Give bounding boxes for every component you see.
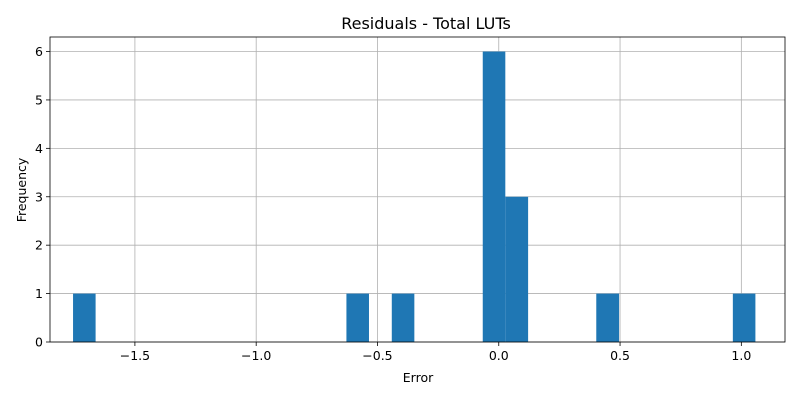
y-tick-label: 2 [35,238,43,253]
bars [73,51,756,343]
grid-lines [50,37,785,343]
histogram-bar [73,293,96,342]
histogram-bar [391,293,415,342]
x-tick-label: −0.5 [362,348,392,363]
plot-frame [49,36,786,343]
x-tick-label: −1.0 [241,348,271,363]
chart-title: Residuals - Total LUTs [341,14,511,33]
y-axis-label: Frequency [14,157,29,222]
histogram-bar [505,196,529,342]
histogram-bar [346,293,369,342]
histogram-bar [596,293,620,342]
x-axis-ticks: −1.5 −1.0 −0.5 0.0 0.5 1.0 [120,342,751,363]
y-tick-label: 4 [35,141,43,156]
x-tick-label: 0.5 [610,348,630,363]
x-tick-label: 0.0 [489,348,509,363]
x-tick-label: 1.0 [731,348,751,363]
x-axis-label: Error [403,370,434,385]
histogram-bar [482,51,506,343]
y-tick-label: 3 [35,189,43,204]
y-tick-label: 0 [35,335,43,350]
y-tick-label: 1 [35,286,43,301]
x-tick-label: −1.5 [120,348,150,363]
y-tick-label: 6 [35,44,43,59]
histogram-bar [732,293,756,342]
y-axis-ticks: 0 1 2 3 4 5 6 [35,44,50,350]
y-tick-label: 5 [35,92,43,107]
